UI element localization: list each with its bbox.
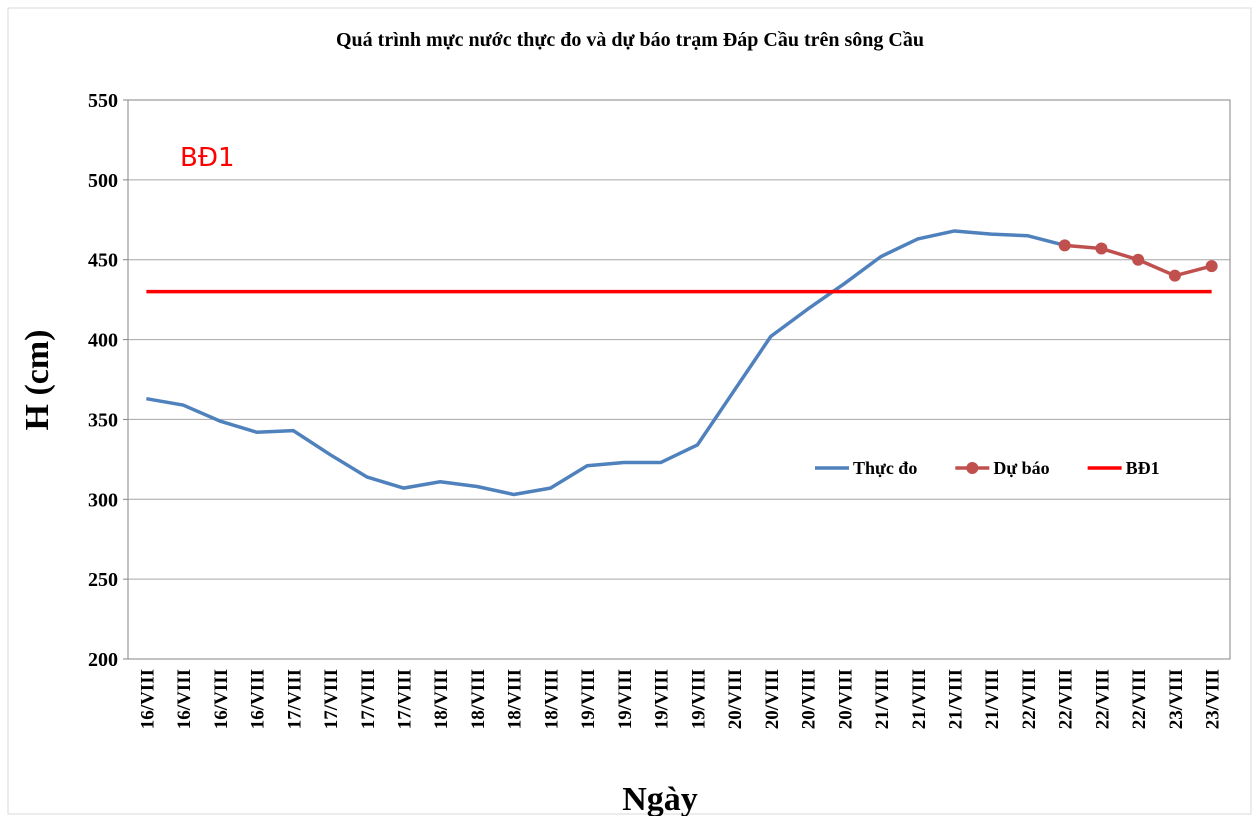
x-tick-label: 22/VIII (1129, 669, 1150, 729)
x-tick-label: 16/VIII (174, 669, 195, 729)
x-tick-label: 21/VIII (982, 669, 1003, 729)
series-line (146, 229, 1066, 497)
series-marker (1132, 253, 1145, 266)
x-tick-label: 18/VIII (541, 669, 562, 729)
x-tick-label: 17/VIII (321, 669, 342, 729)
legend-label: Thực đo (853, 458, 917, 478)
y-tick-label: 450 (88, 250, 118, 272)
x-tick-label: 21/VIII (909, 669, 930, 729)
y-axis-label: H (cm) (19, 329, 56, 430)
chart-title: Quá trình mực nước thực đo và dự báo trạ… (336, 29, 924, 51)
y-tick-label: 550 (88, 90, 118, 112)
x-tick-label: 20/VIII (835, 669, 856, 729)
x-tick-label: 18/VIII (431, 669, 452, 729)
plot-area (127, 99, 1231, 660)
x-tick-label: 16/VIII (248, 669, 269, 729)
x-tick-label: 19/VIII (578, 669, 599, 729)
series-marker (1168, 269, 1181, 282)
series-marker (1095, 242, 1108, 255)
legend-marker (966, 462, 979, 474)
y-tick-label: 400 (88, 330, 118, 352)
x-tick-label: 22/VIII (1092, 669, 1113, 729)
x-tick-label: 16/VIII (137, 669, 158, 729)
x-tick-label: 19/VIII (652, 669, 673, 729)
x-tick-label: 17/VIII (358, 669, 379, 729)
x-tick-label: 19/VIII (615, 669, 636, 729)
x-tick-label: 20/VIII (762, 669, 783, 729)
legend-label: Dự báo (993, 458, 1049, 478)
x-tick-label: 23/VIII (1166, 669, 1187, 729)
chart-frame (7, 7, 1252, 815)
y-tick-label: 300 (88, 489, 118, 511)
x-tick-label: 19/VIII (688, 669, 709, 729)
y-tick-label: 500 (88, 170, 118, 192)
x-tick-label: 21/VIII (872, 669, 893, 729)
annotation: BĐ1 (180, 143, 235, 173)
x-tick-label: 23/VIII (1203, 669, 1224, 729)
y-tick-label: 250 (88, 569, 118, 591)
legend-label: BĐ1 (1126, 458, 1160, 478)
x-tick-label: 22/VIII (1056, 669, 1077, 729)
x-tick-label: 20/VIII (799, 669, 820, 729)
x-tick-label: 18/VIII (468, 669, 489, 729)
x-tick-label: 22/VIII (1019, 669, 1040, 729)
y-tick-label: 350 (88, 409, 118, 431)
x-tick-label: 21/VIII (946, 669, 967, 729)
x-tick-label: 17/VIII (395, 669, 416, 729)
x-tick-label: 18/VIII (505, 669, 526, 729)
series-marker (1205, 260, 1218, 273)
x-axis-label: Ngày (622, 781, 698, 816)
x-tick-label: 20/VIII (725, 669, 746, 729)
series-marker (1058, 239, 1071, 252)
x-tick-label: 16/VIII (211, 669, 232, 729)
x-tick-label: 17/VIII (284, 669, 305, 729)
y-tick-label: 200 (88, 649, 118, 671)
